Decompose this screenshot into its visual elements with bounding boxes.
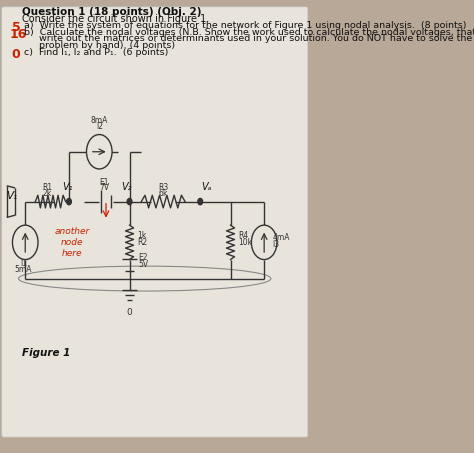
Text: E2: E2 xyxy=(138,254,147,262)
Text: R2: R2 xyxy=(137,238,147,246)
Circle shape xyxy=(67,198,72,205)
Text: V₂: V₂ xyxy=(121,182,131,192)
Text: Consider the circuit shown in Figure 1.: Consider the circuit shown in Figure 1. xyxy=(22,14,209,24)
Text: 1k: 1k xyxy=(137,231,146,240)
Text: R4: R4 xyxy=(238,231,248,240)
Text: V₁: V₁ xyxy=(62,182,73,192)
Text: 8mA: 8mA xyxy=(91,116,108,125)
Text: R3: R3 xyxy=(158,183,168,192)
Text: 5V: 5V xyxy=(138,260,148,269)
Circle shape xyxy=(12,225,38,260)
Text: E1: E1 xyxy=(100,178,109,187)
Text: 0: 0 xyxy=(127,308,132,317)
Text: Question 1 (18 points) (Obj. 2): Question 1 (18 points) (Obj. 2) xyxy=(22,7,201,17)
Text: write out the matrices or determinants used in your solution. You do NOT have to: write out the matrices or determinants u… xyxy=(24,34,474,43)
Text: 4mA: 4mA xyxy=(273,233,290,242)
Text: 7V: 7V xyxy=(99,183,109,192)
FancyBboxPatch shape xyxy=(2,7,308,437)
Circle shape xyxy=(198,198,202,205)
Text: 2k: 2k xyxy=(43,189,52,198)
Text: V₁: V₁ xyxy=(6,191,18,201)
Text: 6k: 6k xyxy=(158,189,168,198)
Text: I1: I1 xyxy=(20,260,27,268)
Text: R1: R1 xyxy=(42,183,52,192)
Text: Figure 1: Figure 1 xyxy=(22,347,70,357)
Text: b)  Calculate the nodal voltages (N.B. Show the work used to calculate the nodal: b) Calculate the nodal voltages (N.B. Sh… xyxy=(24,28,474,37)
Text: problem by hand). (4 points): problem by hand). (4 points) xyxy=(24,41,175,50)
Text: another
node
here: another node here xyxy=(55,226,90,258)
Text: c)  Find I₁, I₂ and P₁.  (6 points): c) Find I₁, I₂ and P₁. (6 points) xyxy=(24,48,168,57)
Text: a)  Write the system of equations for the network of Figure 1 using nodal analys: a) Write the system of equations for the… xyxy=(24,21,466,30)
Text: 16: 16 xyxy=(9,28,27,41)
Circle shape xyxy=(251,225,277,260)
Circle shape xyxy=(86,135,112,169)
Text: 0: 0 xyxy=(11,48,20,61)
Text: I3: I3 xyxy=(273,240,280,249)
Text: 5: 5 xyxy=(12,21,20,34)
Text: I2: I2 xyxy=(96,122,103,131)
Text: 10k: 10k xyxy=(238,238,252,246)
Circle shape xyxy=(127,198,132,205)
Text: Vₐ: Vₐ xyxy=(202,182,212,192)
Text: 5mA: 5mA xyxy=(15,265,32,274)
